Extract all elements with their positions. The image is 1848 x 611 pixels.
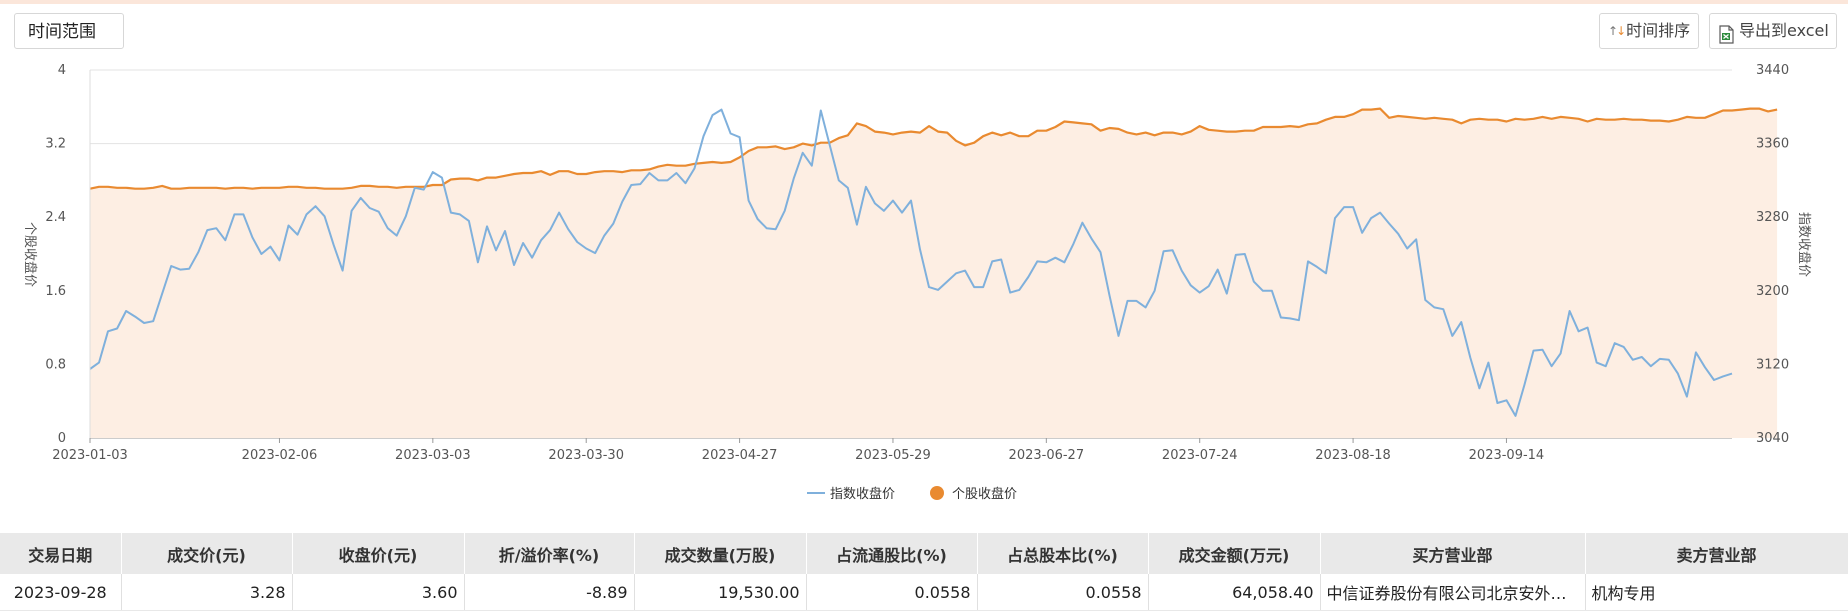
x-tick-label: 2023-01-03 [52, 448, 128, 463]
y-right-tick-label: 3120 [1756, 357, 1789, 372]
x-tick-label: 2023-04-27 [702, 448, 778, 463]
price-chart: 0 0.8 1.6 2.4 3.2 4 3040 3120 3200 3280 3360 3440 个股… [22, 63, 1812, 502]
cell-buyer[interactable]: 中信证券股份有限公司北京安外大街证券营业部 [1320, 574, 1586, 611]
time-sort-label: 时间排序 [1626, 21, 1691, 40]
excel-icon [1718, 22, 1735, 44]
y-left-tick-label: 2.4 [45, 210, 66, 225]
header-trade-date[interactable]: 交易日期 [0, 533, 122, 574]
header-buyer[interactable]: 买方营业部 [1320, 533, 1586, 574]
stock-area-layer [90, 108, 1778, 438]
x-tick-label: 2023-02-06 [242, 448, 318, 463]
export-excel-label: 导出到excel [1739, 21, 1829, 40]
cell-amount: 64,058.40 [1148, 574, 1321, 611]
time-sort-button[interactable]: ↑↓ 时间排序 [1599, 13, 1699, 49]
cell-total-ratio: 0.0558 [977, 574, 1149, 611]
cell-trade-price: 3.28 [121, 574, 293, 611]
header-float-ratio[interactable]: 占流通股比(%) [806, 533, 978, 574]
x-tick-label: 2023-06-27 [1009, 448, 1085, 463]
stock-area-fill [90, 108, 1778, 438]
legend-swatch-stock [930, 486, 944, 500]
block-trade-table: 交易日期 成交价(元) 收盘价(元) 折/溢价率(%) 成交数量(万股) 占流通… [0, 533, 1848, 611]
y-left-tick-label: 0.8 [45, 357, 66, 372]
y-left-tick-label: 0 [58, 431, 66, 446]
cell-trade-date: 2023-09-28 [0, 574, 122, 611]
cell-seller[interactable]: 机构专用 [1585, 574, 1848, 611]
header-close-price[interactable]: 收盘价(元) [292, 533, 465, 574]
y-right-tick-label: 3040 [1756, 431, 1789, 446]
cell-close-price: 3.60 [292, 574, 465, 611]
series-line-stock-close [89, 107, 1778, 190]
y-right-tick-label: 3200 [1756, 284, 1789, 299]
legend-label-stock: 个股收盘价 [952, 486, 1017, 502]
chart-tick-labels: 0 0.8 1.6 2.4 3.2 4 3040 3120 3200 3280 3360 3440 个股… [22, 63, 1812, 463]
x-tick-label: 2023-03-03 [395, 448, 471, 463]
x-tick-label: 2023-07-24 [1162, 448, 1238, 463]
cell-premium-rate: -8.89 [464, 574, 635, 611]
cell-volume: 19,530.00 [634, 574, 807, 611]
table-row[interactable]: 2023-09-28 3.28 3.60 -8.89 19,530.00 0.0… [0, 574, 1848, 611]
chart-axes [89, 70, 1507, 443]
y-right-axis-label: 指数收盘价 [1796, 212, 1812, 277]
series-line-index-close [89, 108, 1733, 417]
top-accent-line [0, 0, 1848, 4]
y-right-tick-label: 3280 [1756, 210, 1789, 225]
y-left-tick-label: 4 [58, 63, 66, 78]
legend-item-index: 指数收盘价 [807, 486, 895, 502]
header-trade-price[interactable]: 成交价(元) [121, 533, 293, 574]
header-seller[interactable]: 卖方营业部 [1585, 533, 1848, 574]
y-left-tick-label: 3.2 [45, 137, 66, 152]
legend-label-index: 指数收盘价 [830, 486, 895, 502]
series-lines [89, 107, 1778, 417]
y-right-tick-label: 3360 [1756, 137, 1789, 152]
legend-item-stock: 个股收盘价 [930, 486, 1017, 502]
x-tick-label: 2023-03-30 [548, 448, 624, 463]
y-left-axis-label: 个股收盘价 [22, 222, 38, 287]
x-tick-label: 2023-09-14 [1469, 448, 1545, 463]
y-left-tick-label: 1.6 [45, 284, 66, 299]
chart-legend[interactable]: 指数收盘价 个股收盘价 [807, 486, 1017, 502]
table-header-row: 交易日期 成交价(元) 收盘价(元) 折/溢价率(%) 成交数量(万股) 占流通… [0, 533, 1848, 574]
export-excel-button[interactable]: 导出到excel [1709, 13, 1837, 49]
header-volume[interactable]: 成交数量(万股) [634, 533, 807, 574]
sort-icon: ↑↓ [1608, 24, 1626, 38]
y-right-tick-label: 3440 [1756, 63, 1789, 78]
header-premium-rate[interactable]: 折/溢价率(%) [464, 533, 635, 574]
x-tick-label: 2023-08-18 [1315, 448, 1391, 463]
cell-float-ratio: 0.0558 [806, 574, 978, 611]
x-tick-label: 2023-05-29 [855, 448, 931, 463]
header-total-ratio[interactable]: 占总股本比(%) [977, 533, 1149, 574]
time-range-button[interactable]: 时间范围 [14, 13, 124, 49]
header-amount[interactable]: 成交金额(万元) [1148, 533, 1321, 574]
